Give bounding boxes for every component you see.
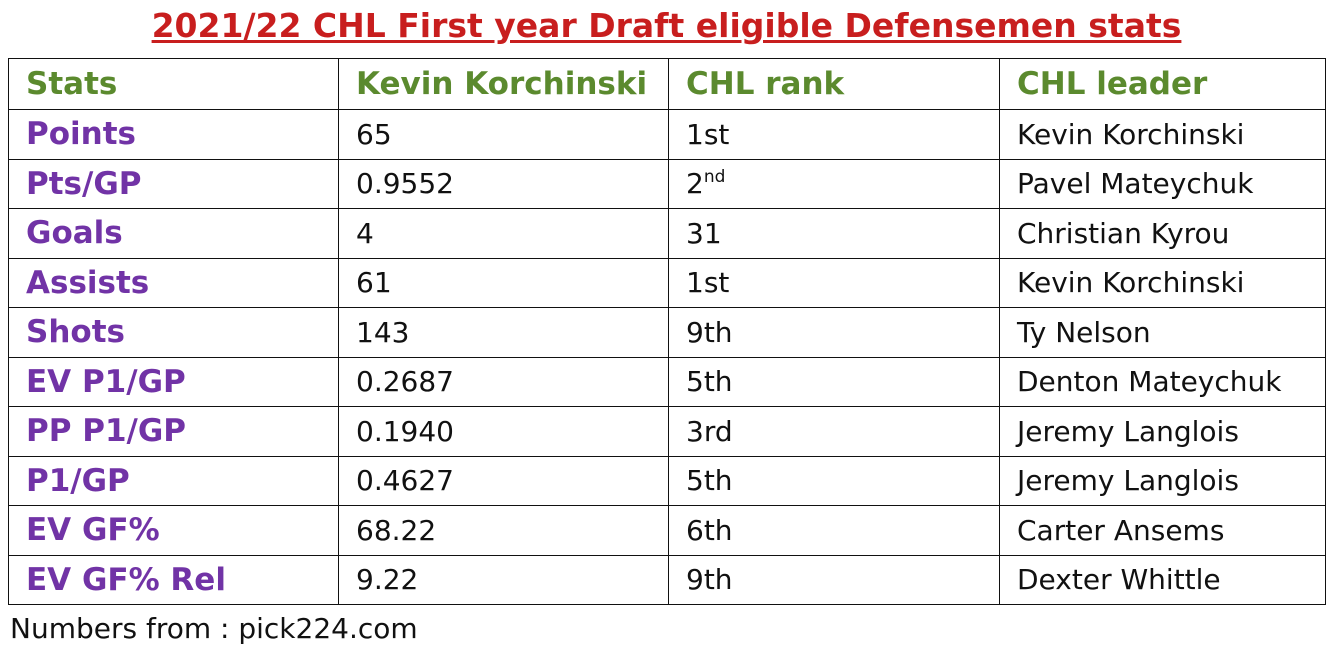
stat-label: EV GF% Rel (8, 554, 339, 605)
stat-label: EV GF% (8, 505, 339, 556)
chl-rank: 31 (668, 208, 1000, 259)
table-header-row: Stats Kevin Korchinski CHL rank CHL lead… (8, 58, 1326, 110)
chl-rank: 1st (668, 257, 1000, 308)
table-row: Assists 61 1st Kevin Korchinski (8, 257, 1326, 308)
chl-leader: Carter Ansems (999, 505, 1326, 556)
chl-rank: 9th (668, 307, 1000, 358)
table-row: Points 65 1st Kevin Korchinski (8, 109, 1326, 160)
chl-rank: 1st (668, 109, 1000, 160)
table-row: EV P1/GP 0.2687 5th Denton Mateychuk (8, 356, 1326, 407)
table-row: EV GF% 68.22 6th Carter Ansems (8, 505, 1326, 556)
stat-value: 68.22 (338, 505, 669, 556)
header-stats: Stats (8, 58, 339, 110)
chl-rank: 3rd (668, 406, 1000, 457)
stat-label: P1/GP (8, 455, 339, 506)
stat-label: Points (8, 109, 339, 160)
stat-label: Goals (8, 208, 339, 259)
page-title: 2021/22 CHL First year Draft eligible De… (151, 6, 1182, 45)
stat-label: PP P1/GP (8, 406, 339, 457)
stat-value: 61 (338, 257, 669, 308)
chl-leader: Jeremy Langlois (999, 455, 1326, 506)
table-row: P1/GP 0.4627 5th Jeremy Langlois (8, 455, 1326, 506)
chl-leader: Kevin Korchinski (999, 257, 1326, 308)
table-row: Pts/GP 0.9552 2nd Pavel Mateychuk (8, 158, 1326, 209)
table-row: EV GF% Rel 9.22 9th Dexter Whittle (8, 554, 1326, 605)
stat-label: Pts/GP (8, 158, 339, 209)
stat-label: Shots (8, 307, 339, 358)
source-footnote: Numbers from : pick224.com (10, 612, 418, 645)
stat-value: 65 (338, 109, 669, 160)
chl-rank: 2nd (668, 158, 1000, 209)
chl-rank: 6th (668, 505, 1000, 556)
header-player: Kevin Korchinski (338, 58, 669, 110)
stat-value: 0.9552 (338, 158, 669, 209)
stat-value: 0.2687 (338, 356, 669, 407)
header-chl-rank: CHL rank (668, 58, 1000, 110)
chl-leader: Kevin Korchinski (999, 109, 1326, 160)
table-row: Goals 4 31 Christian Kyrou (8, 208, 1326, 259)
stats-table: Stats Kevin Korchinski CHL rank CHL lead… (8, 58, 1326, 605)
stat-value: 0.1940 (338, 406, 669, 457)
rank-ordinal-suffix: nd (703, 167, 726, 188)
chl-leader: Ty Nelson (999, 307, 1326, 358)
chl-rank: 9th (668, 554, 1000, 605)
chl-leader: Pavel Mateychuk (999, 158, 1326, 209)
stat-value: 9.22 (338, 554, 669, 605)
stat-label: Assists (8, 257, 339, 308)
rank-number: 2 (686, 167, 704, 201)
chl-leader: Denton Mateychuk (999, 356, 1326, 407)
chl-leader: Dexter Whittle (999, 554, 1326, 605)
header-chl-leader: CHL leader (999, 58, 1326, 110)
chl-leader: Christian Kyrou (999, 208, 1326, 259)
stat-value: 0.4627 (338, 455, 669, 506)
stat-value: 143 (338, 307, 669, 358)
table-row: PP P1/GP 0.1940 3rd Jeremy Langlois (8, 406, 1326, 457)
chl-rank: 5th (668, 356, 1000, 407)
chl-leader: Jeremy Langlois (999, 406, 1326, 457)
stat-label: EV P1/GP (8, 356, 339, 407)
table-row: Shots 143 9th Ty Nelson (8, 307, 1326, 358)
chl-rank: 5th (668, 455, 1000, 506)
stat-value: 4 (338, 208, 669, 259)
